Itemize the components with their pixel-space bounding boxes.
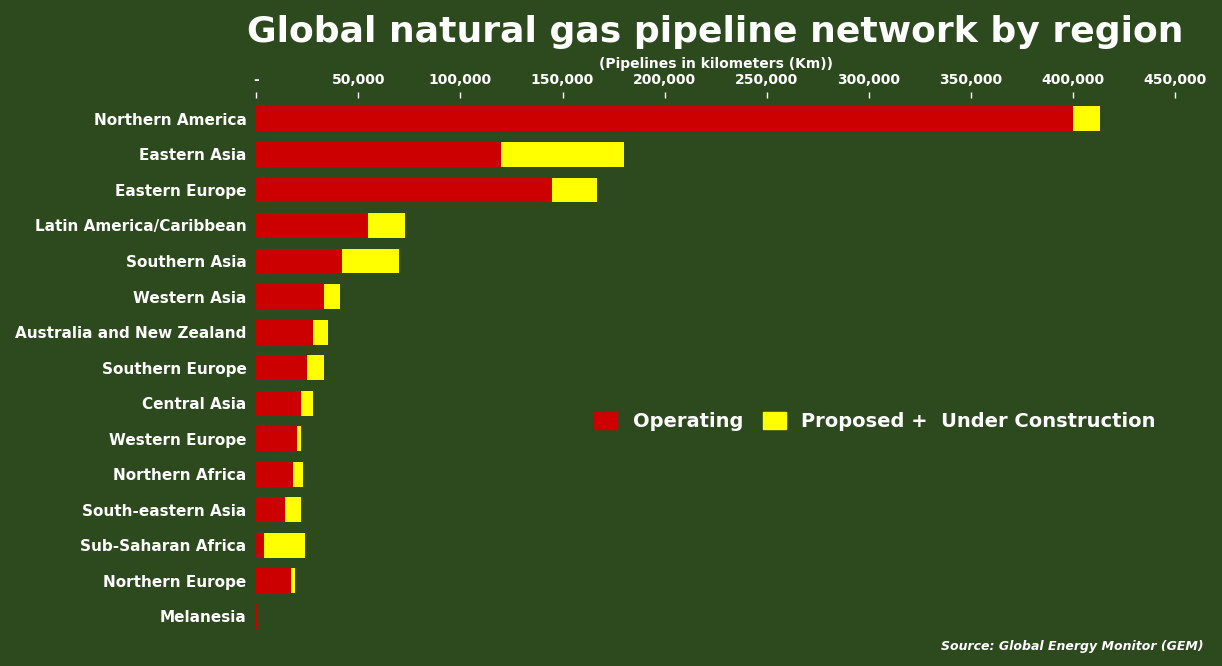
Bar (257, 498, 285, 522)
Bar (324, 284, 340, 309)
Bar (552, 178, 598, 202)
Bar (257, 604, 258, 629)
Bar (291, 568, 295, 593)
Bar (257, 355, 307, 380)
Bar (342, 248, 400, 274)
Bar (1073, 107, 1100, 131)
Text: Source: Global Energy Monitor (GEM): Source: Global Energy Monitor (GEM) (941, 639, 1204, 653)
Bar (313, 320, 327, 344)
Bar (257, 568, 291, 593)
X-axis label: (Pipelines in kilometers (Km)): (Pipelines in kilometers (Km)) (599, 57, 832, 71)
Bar (257, 462, 293, 487)
Bar (369, 213, 406, 238)
Legend: Operating, Proposed +  Under Construction: Operating, Proposed + Under Construction (584, 402, 1166, 441)
Bar (257, 107, 1073, 131)
Bar (257, 178, 552, 202)
Bar (285, 498, 301, 522)
Bar (264, 533, 306, 557)
Bar (257, 426, 297, 451)
Bar (257, 533, 264, 557)
Bar (257, 248, 342, 274)
Bar (257, 391, 301, 416)
Bar (257, 284, 324, 309)
Title: Global natural gas pipeline network by region: Global natural gas pipeline network by r… (248, 15, 1184, 49)
Bar (257, 213, 369, 238)
Bar (257, 320, 313, 344)
Bar (307, 355, 324, 380)
Bar (297, 426, 301, 451)
Bar (293, 462, 303, 487)
Bar (501, 142, 623, 167)
Bar (257, 142, 501, 167)
Bar (301, 391, 313, 416)
